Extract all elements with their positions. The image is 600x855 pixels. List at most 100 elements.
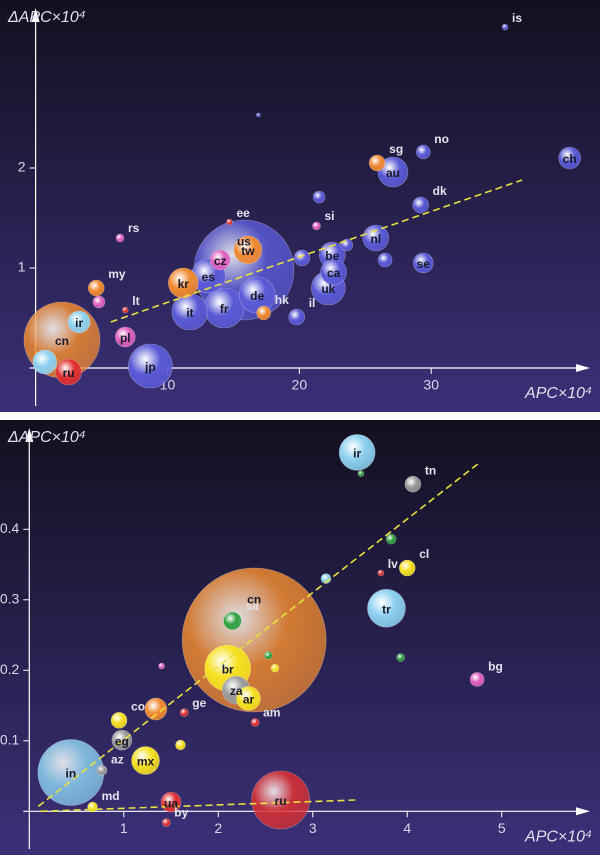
bubble bbox=[270, 663, 280, 673]
bubble bbox=[357, 470, 365, 477]
bubble bbox=[175, 739, 186, 751]
bubble-label: rs bbox=[128, 221, 140, 235]
bubble-label: eg bbox=[115, 734, 129, 748]
bubble bbox=[377, 156, 409, 188]
bubble-label: cz bbox=[214, 254, 227, 268]
bubble bbox=[144, 697, 168, 721]
bubble bbox=[236, 686, 261, 711]
bubble bbox=[226, 218, 233, 226]
bubble bbox=[256, 305, 272, 321]
bubble-label: si bbox=[324, 209, 334, 223]
bubble bbox=[161, 818, 171, 827]
bubble-label: ar bbox=[243, 693, 255, 707]
bubble bbox=[362, 224, 390, 252]
chart-panel: ΔAPC×10⁴ APC×10⁴ 1 2 3 4 5 0.1 0.2 0.3 0.4 cn in ru br… bbox=[0, 420, 600, 855]
bubble-label: au bbox=[386, 166, 400, 180]
bubble bbox=[312, 190, 326, 204]
bubble-label: ir bbox=[75, 316, 83, 330]
bubble-label: za bbox=[230, 684, 243, 698]
bubble-label: uk bbox=[321, 282, 335, 296]
bubble-label: kr bbox=[178, 277, 190, 291]
x-tick-label: 30 bbox=[423, 377, 439, 393]
bubble bbox=[179, 708, 189, 717]
bubble bbox=[377, 252, 393, 268]
bubble-label: ir bbox=[353, 447, 361, 461]
bubble bbox=[114, 326, 136, 348]
bubble bbox=[377, 569, 385, 577]
x-tick-label: 20 bbox=[292, 377, 308, 393]
bubble-label: be bbox=[325, 249, 339, 263]
bubble bbox=[320, 258, 347, 286]
bubble bbox=[398, 559, 416, 577]
bubble-label: jp bbox=[144, 360, 156, 374]
bubble bbox=[396, 653, 405, 662]
bubble-label: ru bbox=[63, 366, 75, 380]
bubble-label: hk bbox=[275, 293, 289, 307]
bubble-label: tr bbox=[382, 602, 391, 616]
bubble-label: il bbox=[309, 296, 316, 310]
bubble bbox=[256, 112, 261, 118]
bubble-label: az bbox=[111, 753, 124, 767]
bubble bbox=[340, 238, 354, 252]
bubble-label: by bbox=[174, 806, 188, 820]
y-tick-label: 0.3 bbox=[0, 590, 19, 606]
y-axis-label: ΔAPC×10⁴ bbox=[7, 429, 86, 446]
bubble bbox=[158, 662, 165, 670]
bubble-label: cn bbox=[55, 334, 69, 348]
x-tick-label: 4 bbox=[403, 820, 411, 836]
bubble-label: nl bbox=[370, 232, 381, 246]
bubble bbox=[251, 770, 310, 830]
bubble-label: us bbox=[237, 235, 251, 249]
bubble-label: no bbox=[434, 132, 449, 146]
bubble bbox=[167, 267, 199, 299]
bubble bbox=[96, 765, 108, 776]
bubble-label: sa bbox=[245, 599, 259, 613]
bubble-label: it bbox=[186, 306, 193, 320]
bubble-label: de bbox=[250, 289, 264, 303]
bubble-label: ru bbox=[275, 794, 287, 808]
bubble bbox=[115, 233, 125, 243]
bubble-label: am bbox=[263, 706, 280, 720]
x-axis-arrow bbox=[576, 364, 590, 372]
bubble bbox=[501, 23, 509, 31]
y-axis-arrow bbox=[25, 428, 34, 442]
y-tick-label: 2 bbox=[18, 159, 26, 175]
x-axis-label: APC×10⁴ bbox=[524, 829, 592, 846]
bubble-label: tw bbox=[241, 244, 255, 258]
bubble-label: cl bbox=[419, 547, 429, 561]
y-tick-label: 0.1 bbox=[0, 731, 19, 747]
bubble bbox=[338, 434, 376, 471]
bubble bbox=[404, 475, 422, 493]
bubble-label: bg bbox=[488, 660, 503, 674]
bubble bbox=[250, 718, 260, 727]
bubble bbox=[312, 221, 321, 231]
bubble bbox=[131, 746, 160, 775]
x-tick-label: 5 bbox=[498, 820, 506, 836]
bubble bbox=[368, 154, 386, 172]
bubble bbox=[412, 196, 429, 214]
bubble bbox=[87, 279, 105, 297]
trend-line bbox=[40, 799, 356, 813]
bubble-label: dk bbox=[433, 184, 447, 198]
bubble bbox=[87, 801, 98, 813]
trend-line bbox=[110, 179, 523, 323]
bubble-label: ee bbox=[236, 206, 250, 220]
bubble-label: ca bbox=[327, 266, 341, 280]
x-tick-label: 2 bbox=[214, 820, 222, 836]
x-tick-label: 3 bbox=[309, 820, 317, 836]
bubble bbox=[558, 146, 581, 170]
background bbox=[0, 0, 600, 412]
bubble-label: se bbox=[417, 257, 431, 271]
bubble-label: lv bbox=[388, 557, 398, 571]
bubble-label: md bbox=[102, 789, 120, 803]
bubble-label: es bbox=[202, 270, 216, 284]
bubble bbox=[121, 306, 129, 314]
y-tick-label: 1 bbox=[18, 259, 26, 275]
bubble-label: in bbox=[66, 767, 77, 781]
bubble bbox=[223, 611, 242, 631]
bubble bbox=[288, 308, 306, 326]
trend-line bbox=[37, 461, 481, 807]
bubble bbox=[92, 295, 106, 309]
bubble-label: mx bbox=[137, 755, 155, 769]
